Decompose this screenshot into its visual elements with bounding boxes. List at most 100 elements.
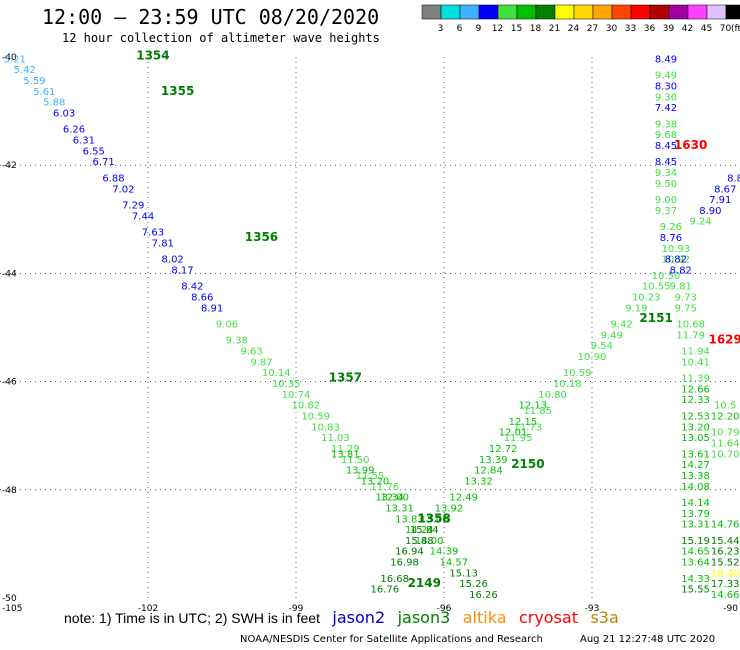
wave-height-label: 5.21 xyxy=(4,54,26,65)
wave-height-label: 13.00 xyxy=(420,514,449,525)
wave-height-label: 10.5 xyxy=(714,401,736,412)
wave-height-label: 13.39 xyxy=(479,455,508,466)
wave-height-label: 9.06 xyxy=(216,320,238,331)
wave-height-label: 11.73 xyxy=(514,422,543,433)
satellite-label-cryosat: cryosat xyxy=(518,608,578,627)
wave-height-label: 14.57 xyxy=(440,558,469,569)
wave-height-label: 13.99 xyxy=(346,466,375,477)
wave-height-label: 16.26 xyxy=(469,590,498,601)
wave-height-label: 15.26 xyxy=(459,579,488,590)
wave-height-label: 15.88 xyxy=(405,536,434,547)
wave-height-label: 14.08 xyxy=(681,482,710,493)
legend-swatch xyxy=(497,4,518,20)
wave-height-label: 6.03 xyxy=(53,109,75,120)
wave-height-label: 7.81 xyxy=(152,238,174,249)
legend-swatch xyxy=(478,4,499,20)
wave-height-label: 13.31 xyxy=(385,503,414,514)
wave-height-label: 12.72 xyxy=(489,444,518,455)
wave-height-label: 11.03 xyxy=(321,433,350,444)
wave-height-label: 9.87 xyxy=(250,357,272,368)
wave-height-label: 10.59 xyxy=(563,368,592,379)
pass-label: 1358 xyxy=(417,511,450,525)
wave-height-label: 8.49 xyxy=(655,54,677,65)
wave-height-label: 14.24 xyxy=(405,525,434,536)
wave-height-label: 15.44 xyxy=(711,536,740,547)
wave-height-label: 8.67 xyxy=(714,184,736,195)
legend-label: 24 xyxy=(568,24,580,34)
wave-height-label: 5.88 xyxy=(43,98,65,109)
wave-height-label: 6.31 xyxy=(73,136,95,147)
wave-height-label: 10.83 xyxy=(311,422,340,433)
wave-height-label: 10.90 xyxy=(578,352,607,363)
legend-label: 45 xyxy=(701,24,712,34)
legend-label: 39 xyxy=(663,24,675,34)
legend-swatch xyxy=(649,4,670,20)
wave-height-label: 6.88 xyxy=(102,173,124,184)
page-title: 12:00 – 23:59 UTC 08/20/2020 xyxy=(42,5,380,29)
wave-height-label: 9.00 xyxy=(655,195,677,206)
wave-height-label: 14.33 xyxy=(681,574,710,585)
wave-height-label: 14.39 xyxy=(430,547,459,558)
wave-height-label: 13.32 xyxy=(464,476,493,487)
wave-height-label: 16.76 xyxy=(370,585,399,596)
wave-height-label: 11.76 xyxy=(370,482,399,493)
wave-height-label: 12.20 xyxy=(711,411,740,422)
wave-height-label: 16.23 xyxy=(711,547,740,558)
wave-height-label: 10.74 xyxy=(282,390,311,401)
wave-height-label: 6.71 xyxy=(92,157,114,168)
wave-height-label: 9.34 xyxy=(655,168,677,179)
legend-label: 18 xyxy=(530,24,542,34)
wave-height-label: 11.79 xyxy=(676,330,705,341)
wave-height-label: 15.84 xyxy=(410,525,439,536)
wave-height-label: 8.17 xyxy=(171,265,193,276)
wave-height-label: 8.02 xyxy=(162,255,184,266)
legend-swatch xyxy=(573,4,594,20)
wave-height-label: 15.55 xyxy=(681,585,710,596)
wave-height-label: 6.26 xyxy=(63,125,85,136)
wave-height-label: 13.20 xyxy=(361,476,390,487)
wave-height-label: 11.94 xyxy=(681,347,710,358)
wave-height-label: 10.59 xyxy=(301,411,330,422)
wave-height-label: 6.55 xyxy=(83,146,105,157)
satellite-label-s3a: s3a xyxy=(590,608,619,627)
legend-swatch xyxy=(535,4,556,20)
legend-swatch xyxy=(668,4,689,20)
legend-swatch xyxy=(440,4,461,20)
legend-swatch xyxy=(554,4,575,20)
wave-height-label: 14.66 xyxy=(711,590,740,601)
y-tick-label: -40 xyxy=(2,53,17,63)
wave-height-label: 9.54 xyxy=(591,341,613,352)
wave-height-label: 13.05 xyxy=(681,433,710,444)
wave-height-label: 11.85 xyxy=(523,406,552,417)
legend-label: 33 xyxy=(625,24,636,34)
y-tick-label: -42 xyxy=(2,161,17,171)
wave-height-label: 10.50 xyxy=(652,271,681,282)
wave-height-label: 10.23 xyxy=(632,292,661,303)
legend-label: 9 xyxy=(476,24,482,34)
wave-height-label: 10.55 xyxy=(642,282,671,293)
wave-height-label: 8.45 xyxy=(655,157,677,168)
wave-height-label: 9.49 xyxy=(655,71,677,82)
wave-height-label: 9.24 xyxy=(689,217,711,228)
wave-height-label: 10.92 xyxy=(662,255,691,266)
page-subtitle: 12 hour collection of altimeter wave hei… xyxy=(62,31,380,45)
wave-height-label: 10.80 xyxy=(538,390,567,401)
wave-height-label: 11.64 xyxy=(711,439,740,450)
wave-height-label: 12.01 xyxy=(499,428,528,439)
wave-height-label: 8.90 xyxy=(699,206,721,217)
legend-swatch xyxy=(687,4,708,20)
wave-height-label: 8.82 xyxy=(665,255,687,266)
wave-height-label: 9.42 xyxy=(610,320,632,331)
pass-label: 1357 xyxy=(329,371,362,385)
footer-timestamp: Aug 21 12:27:48 UTC 2020 xyxy=(580,634,716,645)
wave-height-label: 10.79 xyxy=(711,428,740,439)
pass-label: 1355 xyxy=(161,84,194,98)
wave-height-label: 12.13 xyxy=(518,401,547,412)
wave-height-label: 13.34 xyxy=(375,493,404,504)
satellite-label-altika: altika xyxy=(462,608,507,627)
wave-height-label: 12.33 xyxy=(681,395,710,406)
wave-height-label: 7.29 xyxy=(122,200,144,211)
legend-label: 30 xyxy=(606,24,618,34)
wave-height-label: 9.38 xyxy=(226,336,248,347)
